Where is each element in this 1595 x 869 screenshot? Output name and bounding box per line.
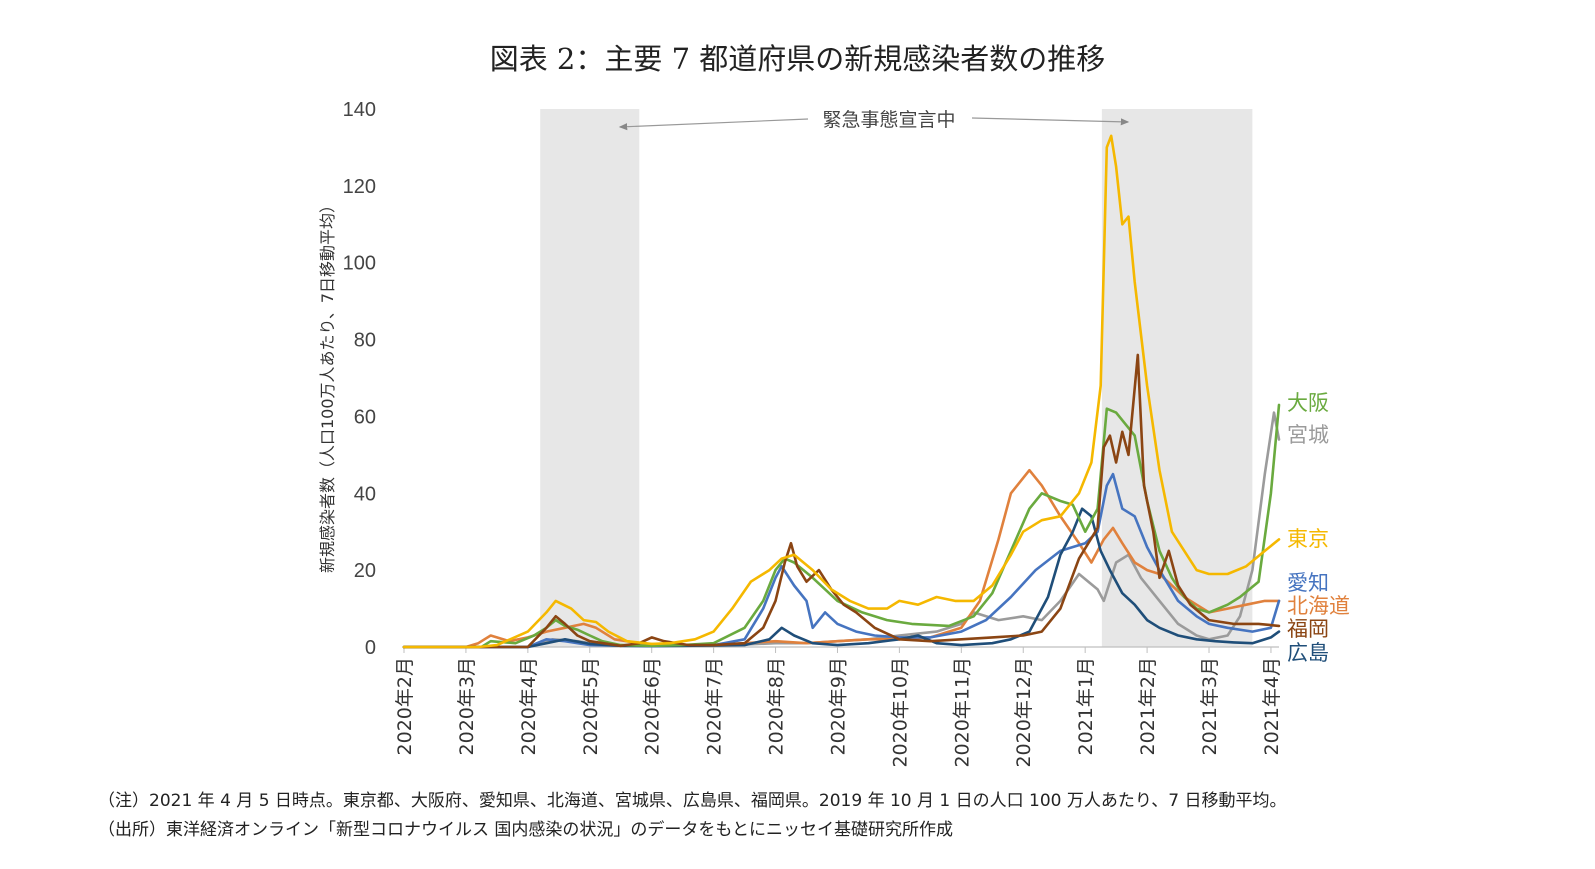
x-tick-label: 2020年12月 (1013, 657, 1035, 768)
axis-layer: 0 20 40 60 80 100 120 140 2020年2月 2020年3月 2020年4月 2… (318, 99, 1283, 768)
x-tick-label: 2020年4月 (518, 657, 540, 755)
x-tick-label: 2020年7月 (704, 657, 726, 755)
y-tick-label: 0 (365, 637, 376, 659)
x-tick-label: 2020年3月 (456, 657, 478, 755)
series-label: 愛知 (1287, 571, 1329, 595)
note-text: （注）2021 年 4 月 5 日時点。東京都、大阪府、愛知県、北海道、宮城県、… (98, 791, 1287, 811)
y-tick-label: 140 (343, 99, 376, 121)
series-line-大阪 (402, 403, 1281, 649)
series-line-東京 (402, 134, 1281, 649)
y-tick-label: 60 (354, 406, 376, 428)
series-label: 福岡 (1287, 617, 1329, 641)
y-tick-label: 120 (343, 176, 376, 198)
source-text: （出所）東洋経済オンライン「新型コロナウイルス 国内感染の状況」のデータをもとに… (98, 820, 954, 840)
x-tick-label: 2020年10月 (889, 657, 911, 768)
annotation-arrow (618, 118, 809, 131)
y-tick-label: 100 (343, 253, 376, 275)
y-tick-label: 80 (354, 330, 376, 352)
x-tick-label: 2020年11月 (951, 657, 973, 768)
y-axis-label: 新規感染者数（人口100万人あたり、7日移動平均） (318, 197, 337, 573)
series-layer (402, 134, 1281, 649)
y-tick-label: 40 (354, 483, 376, 505)
x-tick-label: 2020年5月 (580, 657, 602, 755)
series-label: 広島 (1287, 641, 1329, 665)
shade-layer (540, 109, 1253, 647)
series-label: 北海道 (1287, 594, 1350, 618)
chart-title: 図表 2：主要 7 都道府県の新規感染者数の推移 (489, 42, 1106, 76)
series-label: 東京 (1287, 527, 1329, 551)
x-tick-label: 2020年6月 (642, 657, 664, 755)
series-label: 大阪 (1287, 391, 1329, 415)
series-label: 宮城 (1287, 423, 1329, 447)
emergency-annotation: 緊急事態宣言中 (822, 109, 955, 131)
x-tick-label: 2021年4月 (1261, 657, 1283, 755)
x-tick-label: 2020年9月 (827, 657, 849, 755)
x-tick-label: 2020年8月 (766, 657, 788, 755)
x-tick-label: 2021年1月 (1075, 657, 1097, 755)
x-tick-label: 2020年2月 (394, 657, 416, 755)
emergency-period-band (540, 109, 640, 647)
y-tick-label: 20 (354, 560, 376, 582)
x-tick-label: 2021年3月 (1199, 657, 1221, 755)
series-line-愛知 (402, 472, 1281, 649)
emergency-period-band (1101, 109, 1253, 647)
x-tick-label: 2021年2月 (1137, 657, 1159, 755)
annotation-arrow (971, 117, 1130, 126)
